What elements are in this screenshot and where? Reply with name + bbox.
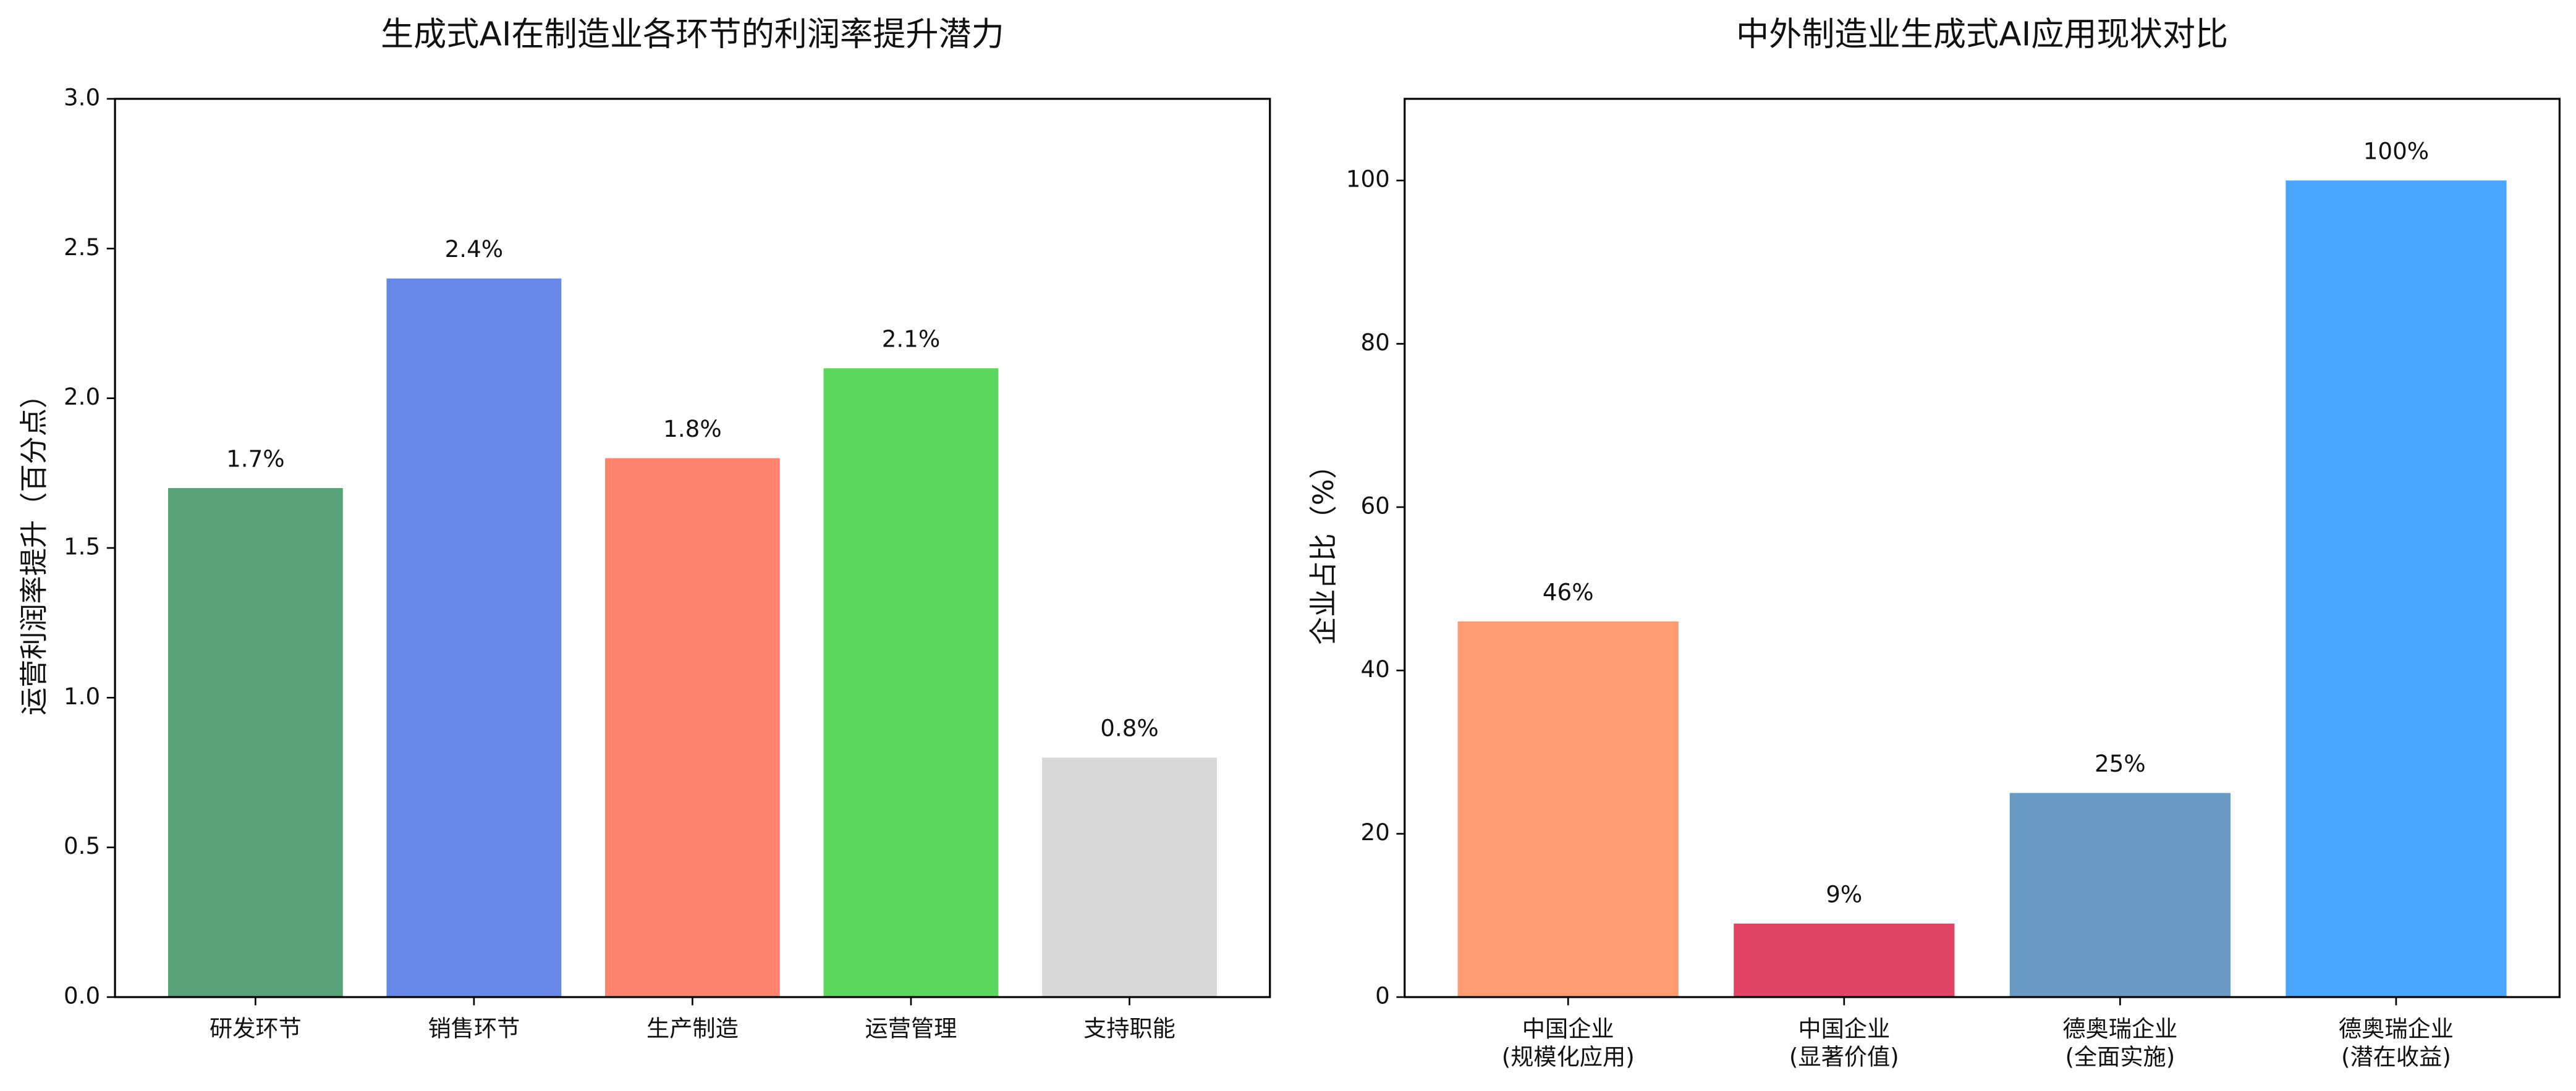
value-label: 1.8% <box>663 415 722 442</box>
x-tick-label: 中国企业(规模化应用) <box>1502 1015 1635 1070</box>
axes-frame <box>1404 98 2561 998</box>
bar <box>2009 793 2231 997</box>
bar <box>823 368 999 997</box>
x-tick-label: 支持职能 <box>1083 1015 1176 1042</box>
bar <box>167 488 343 997</box>
y-tick-label: 1.0 <box>64 683 100 710</box>
y-tick-label: 60 <box>1360 492 1389 519</box>
y-tick-label: 3.0 <box>64 83 100 111</box>
y-axis-label: 运营利润率提升（百分点） <box>17 381 50 715</box>
bar <box>1042 757 1217 997</box>
x-tick-label: 中国企业(显著价值) <box>1789 1015 1899 1070</box>
x-tick-label: 德奥瑞企业(全面实施) <box>2062 1015 2177 1070</box>
y-tick-label: 2.5 <box>64 234 100 261</box>
y-tick-label: 0.0 <box>64 982 100 1009</box>
value-label: 100% <box>2363 137 2429 164</box>
axes-frame <box>114 98 1271 998</box>
value-label: 9% <box>1826 880 1862 908</box>
bar <box>1734 924 1955 997</box>
x-tick-label: 研发环节 <box>210 1015 302 1042</box>
value-label: 0.8% <box>1100 715 1159 742</box>
y-tick-label: 80 <box>1360 329 1389 356</box>
value-label: 25% <box>2095 750 2146 777</box>
y-tick-label: 2.0 <box>64 383 100 410</box>
x-tick-label: 运营管理 <box>865 1015 957 1042</box>
y-axis-label: 企业占比（%） <box>1307 451 1340 645</box>
y-tick-label: 40 <box>1360 655 1389 683</box>
x-tick-label: 销售环节 <box>428 1015 520 1042</box>
y-tick-label: 0.5 <box>64 832 100 859</box>
y-tick-label: 100 <box>1346 166 1390 193</box>
x-tick-label: 德奥瑞企业(潜在收益) <box>2339 1015 2454 1070</box>
bar <box>605 458 780 997</box>
chart-title: 生成式AI在制造业各环节的利润率提升潜力 <box>381 15 1004 54</box>
bar <box>386 278 562 997</box>
bar <box>2286 180 2507 997</box>
value-label: 46% <box>1543 578 1594 605</box>
bar <box>1457 621 1679 997</box>
y-tick-label: 1.5 <box>64 533 100 560</box>
value-label: 1.7% <box>226 445 285 472</box>
value-label: 2.4% <box>445 235 504 263</box>
chart-title: 中外制造业生成式AI应用现状对比 <box>1736 15 2228 54</box>
y-tick-label: 20 <box>1360 819 1389 846</box>
x-tick-label: 生产制造 <box>646 1015 739 1042</box>
y-tick-label: 0 <box>1375 982 1390 1009</box>
value-label: 2.1% <box>882 325 941 352</box>
